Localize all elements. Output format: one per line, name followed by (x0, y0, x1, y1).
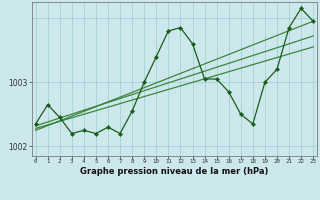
X-axis label: Graphe pression niveau de la mer (hPa): Graphe pression niveau de la mer (hPa) (80, 167, 268, 176)
